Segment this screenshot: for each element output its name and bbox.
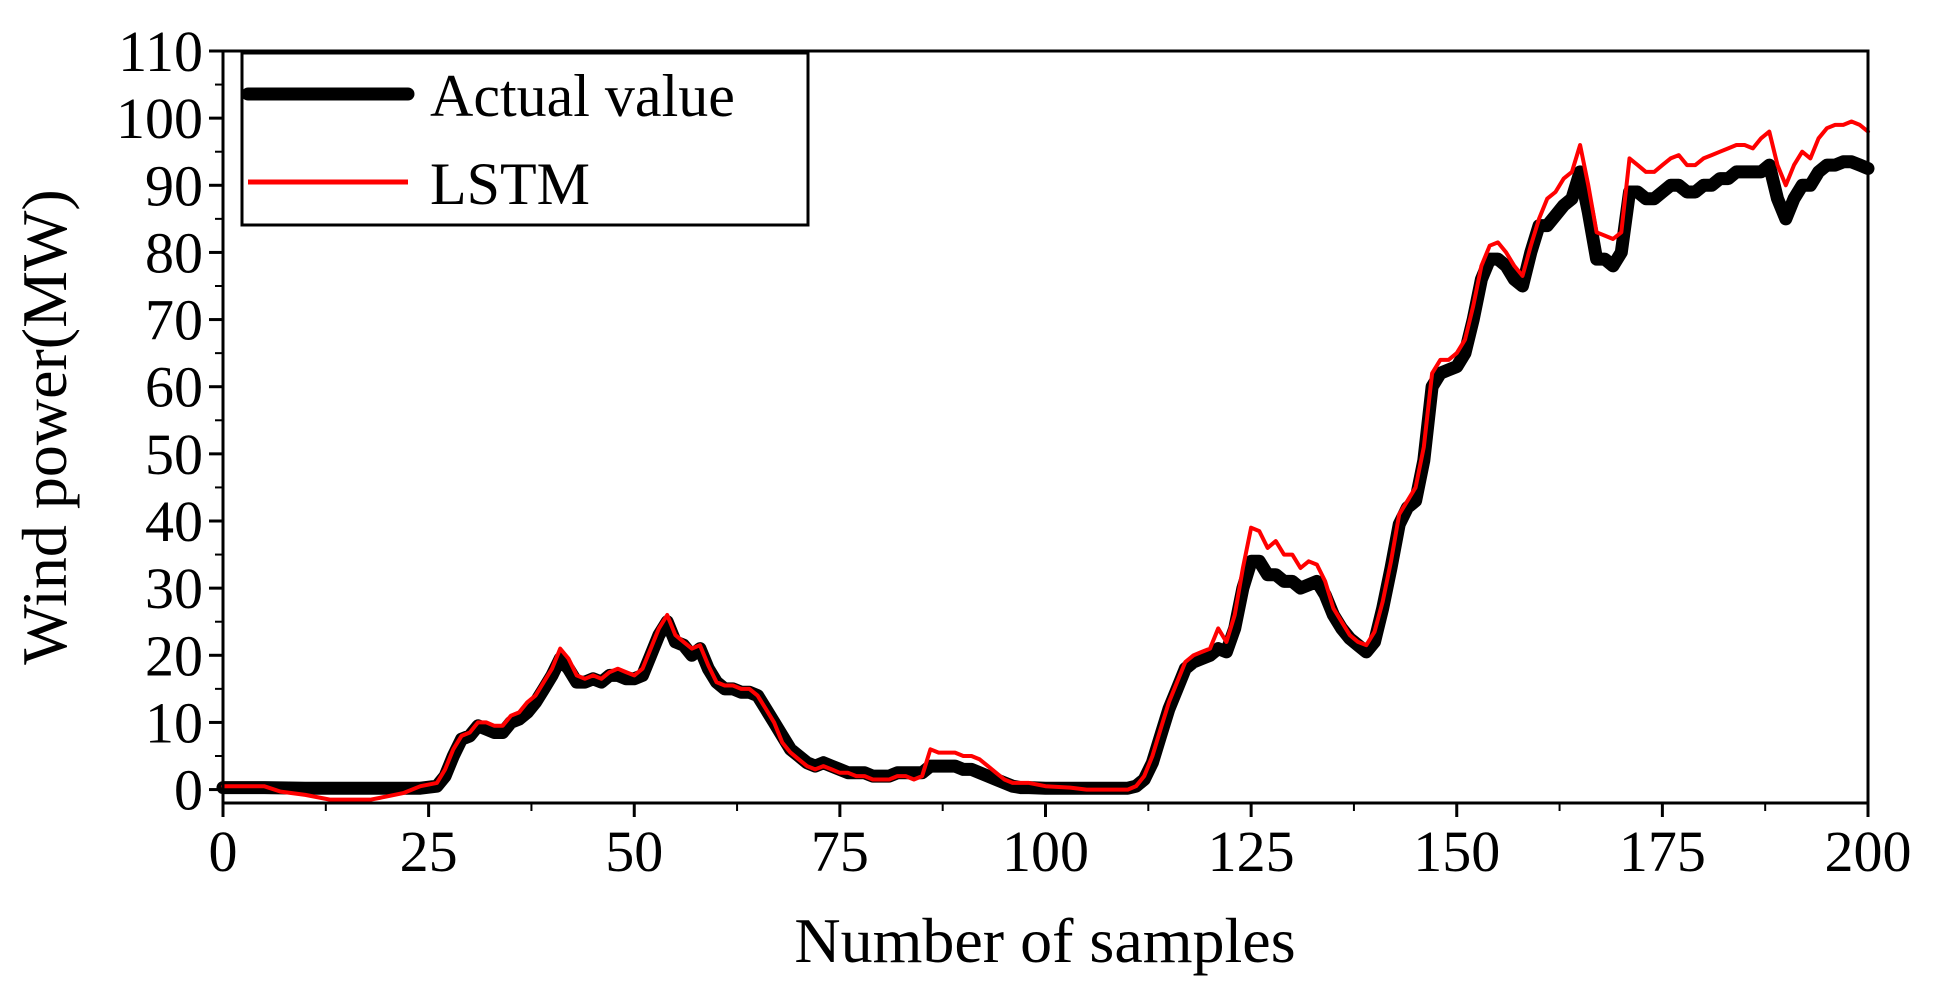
series-line-actual-value	[216, 155, 1875, 795]
y-tick-label: 70	[145, 288, 203, 353]
legend-box	[240, 51, 810, 227]
y-tick-label: 30	[145, 556, 203, 621]
x-tick-label: 75	[811, 819, 869, 884]
y-tick-label: 50	[145, 422, 203, 487]
legend: Actual value LSTM	[240, 51, 810, 227]
x-tick-label: 150	[1413, 819, 1500, 884]
y-axis-label: Wind power(MW)	[9, 189, 80, 665]
x-tick-label: 50	[605, 819, 663, 884]
x-axis: 0 25 50 75 100 125 150 175 200	[209, 803, 1912, 884]
y-tick-label: 60	[145, 355, 203, 420]
legend-label-lstm: LSTM	[430, 151, 590, 217]
legend-label-actual-value: Actual value	[430, 63, 735, 129]
plot-lines	[216, 119, 1875, 802]
y-tick-label: 110	[118, 19, 203, 84]
y-tick-label: 80	[145, 220, 203, 285]
x-tick-label: 175	[1619, 819, 1706, 884]
x-axis-label: Number of samples	[794, 905, 1295, 976]
y-tick-label: 100	[116, 86, 203, 151]
x-tick-label: 25	[400, 819, 458, 884]
y-tick-label: 10	[145, 690, 203, 755]
x-tick-label: 100	[1002, 819, 1089, 884]
x-tick-label: 200	[1825, 819, 1912, 884]
series-line-lstm	[221, 119, 1870, 802]
y-tick-label: 20	[145, 623, 203, 688]
y-tick-label: 0	[174, 758, 203, 823]
y-tick-label: 90	[145, 153, 203, 218]
y-tick-label: 40	[145, 489, 203, 554]
x-tick-label: 0	[209, 819, 238, 884]
x-tick-label: 125	[1208, 819, 1295, 884]
